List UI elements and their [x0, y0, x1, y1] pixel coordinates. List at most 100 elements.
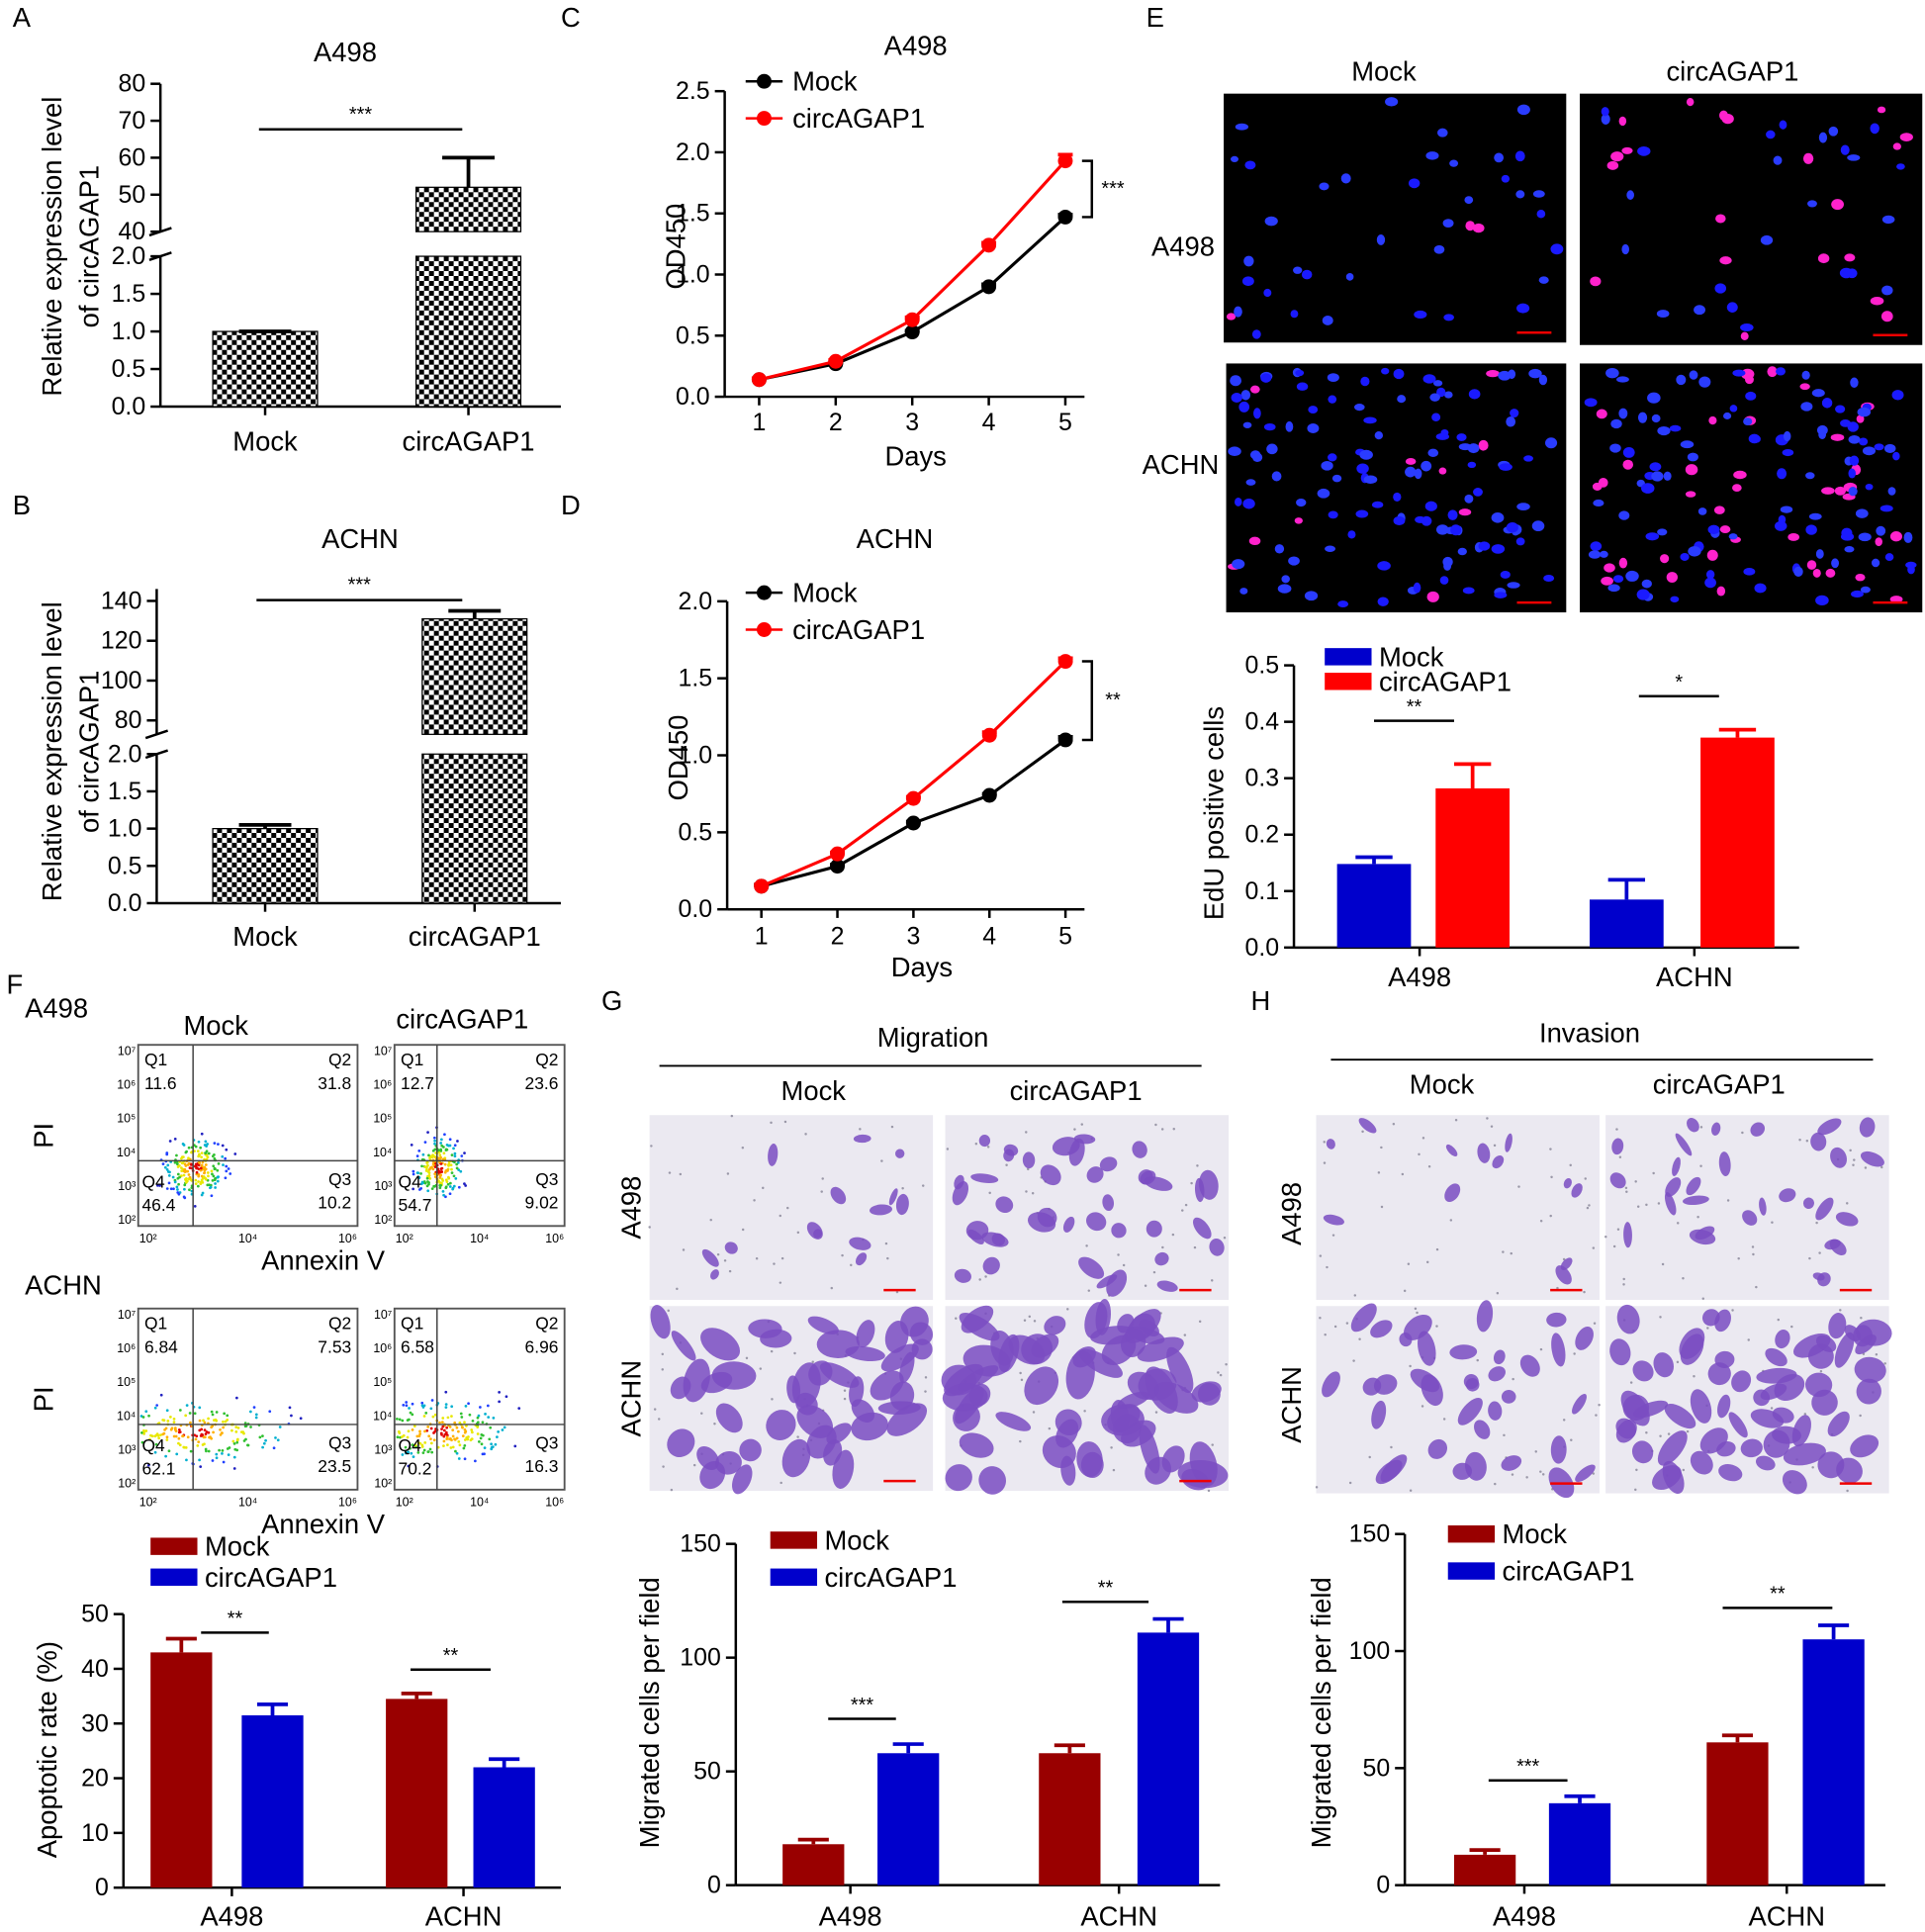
cell: [1380, 1454, 1408, 1483]
y-tick-label: 10²: [118, 1477, 136, 1491]
cell: [795, 1392, 818, 1416]
nucleus: [1294, 517, 1303, 524]
flow-plot: [137, 1307, 359, 1491]
event: [459, 1412, 463, 1416]
nucleus: [1601, 576, 1613, 586]
nucleus: [1858, 437, 1869, 446]
event: [426, 1450, 430, 1453]
y-tick-label: 60: [118, 143, 145, 171]
pore: [648, 1226, 651, 1229]
nucleus: [1515, 537, 1525, 546]
cell: [1326, 1139, 1335, 1150]
event: [415, 1434, 419, 1438]
event: [167, 1173, 171, 1177]
cell: [1555, 1265, 1572, 1285]
cell: [711, 1361, 757, 1390]
cell: [1683, 1195, 1709, 1206]
x-tick-label: 10⁶: [338, 1495, 357, 1509]
event: [426, 1163, 429, 1167]
cell: [1815, 1197, 1834, 1221]
nucleus: [1545, 437, 1558, 449]
pore: [1414, 1307, 1418, 1311]
pore: [1880, 1165, 1883, 1169]
quadrant-value: 7.53: [318, 1336, 351, 1356]
y-tick-label: 10³: [118, 1179, 136, 1193]
nucleus: [1622, 446, 1635, 458]
legend-swatch: [150, 1568, 198, 1587]
event: [184, 1164, 188, 1167]
cell: [1783, 1442, 1826, 1466]
event: [165, 1435, 169, 1439]
legend-label: circAGAP1: [205, 1562, 337, 1593]
error-bar: [165, 1636, 197, 1653]
cell: [1690, 1389, 1712, 1424]
event: [463, 1151, 466, 1154]
event: [412, 1455, 415, 1459]
event: [487, 1416, 491, 1419]
cell: [786, 1375, 801, 1404]
nucleus: [1716, 586, 1726, 597]
nucleus: [1240, 390, 1251, 401]
pore: [1549, 1148, 1552, 1150]
quadrant-value: 6.58: [401, 1336, 434, 1356]
event: [470, 1437, 474, 1440]
nucleus: [1830, 433, 1845, 441]
pore: [679, 1172, 683, 1176]
nucleus: [1425, 151, 1439, 160]
event: [222, 1426, 226, 1429]
event: [173, 1426, 177, 1429]
error-bar: [1469, 1848, 1501, 1855]
nucleus: [1239, 588, 1248, 595]
event: [450, 1167, 453, 1171]
error-bar: [448, 608, 502, 619]
event: [226, 1447, 229, 1450]
legend-label: circAGAP1: [1503, 1556, 1635, 1587]
event: [165, 1167, 169, 1171]
event: [209, 1186, 212, 1190]
nucleus: [1456, 433, 1467, 441]
nucleus: [1645, 532, 1660, 541]
nucleus: [1437, 128, 1448, 138]
event: [478, 1440, 481, 1443]
x-tick-label: A498: [1493, 1900, 1556, 1931]
pore: [901, 1186, 904, 1190]
nucleus: [1414, 310, 1427, 320]
nucleus: [1588, 550, 1602, 559]
column-label: circAGAP1: [1666, 56, 1798, 87]
nucleus: [1528, 368, 1542, 379]
event: [212, 1164, 216, 1168]
event: [234, 1429, 238, 1433]
x-tick-label: 10²: [396, 1495, 413, 1509]
nucleus: [1486, 370, 1500, 378]
event: [409, 1411, 412, 1415]
cell: [889, 1381, 915, 1411]
cell: [849, 1237, 871, 1250]
nucleus: [1584, 398, 1598, 408]
event: [222, 1460, 226, 1464]
pore: [1539, 1220, 1543, 1223]
pore: [1737, 1256, 1740, 1260]
y-tick-label: 150: [680, 1530, 721, 1558]
significance-bracket: [1081, 159, 1094, 219]
pore: [1682, 1277, 1685, 1280]
event: [449, 1163, 453, 1167]
event: [453, 1421, 457, 1425]
event: [468, 1413, 472, 1417]
cell: [1632, 1360, 1654, 1382]
x-tick-label: 10⁶: [338, 1232, 357, 1245]
cell: [1675, 1133, 1693, 1156]
event: [177, 1441, 180, 1445]
nucleus: [1235, 123, 1248, 131]
event: [236, 1437, 239, 1441]
cell: [1322, 1371, 1340, 1398]
event: [183, 1183, 187, 1187]
event: [415, 1171, 419, 1174]
cell: [1501, 1390, 1516, 1404]
chart-title: A498: [314, 37, 377, 67]
cell: [671, 1331, 696, 1361]
event: [480, 1442, 484, 1446]
pore: [1622, 1277, 1625, 1281]
y-tick-label: 10⁵: [117, 1112, 136, 1126]
column-label: Mock: [1410, 1069, 1475, 1100]
pore: [1634, 1488, 1637, 1492]
